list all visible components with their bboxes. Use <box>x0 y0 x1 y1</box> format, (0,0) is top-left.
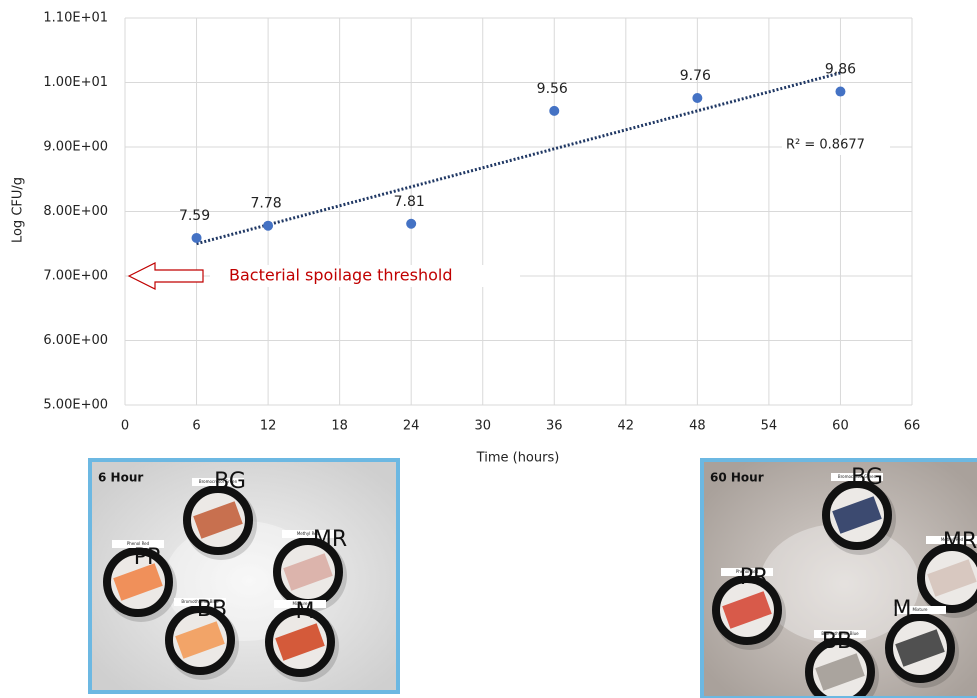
y-tick-label: 1.10E+01 <box>43 11 108 26</box>
x-tick-label: 42 <box>618 419 635 434</box>
x-tick-label: 66 <box>904 419 921 434</box>
x-tick-label: 54 <box>761 419 778 434</box>
photo-title: 6 Hour <box>98 471 143 485</box>
x-tick-label: 24 <box>403 419 420 434</box>
x-tick-label: 30 <box>474 419 491 434</box>
x-tick-label: 36 <box>546 419 563 434</box>
indicator-code: M <box>296 599 315 624</box>
x-tick-label: 18 <box>331 419 348 434</box>
indicator-code: BB <box>822 629 852 654</box>
indicator-code: MR <box>313 527 347 552</box>
threshold-label: Bacterial spoilage threshold <box>229 266 452 285</box>
photo-title: 60 Hour <box>710 471 764 485</box>
data-point <box>263 221 273 231</box>
x-tick-label: 6 <box>192 419 200 434</box>
data-label: 7.78 <box>251 196 282 212</box>
y-tick-label: 5.00E+00 <box>43 398 108 413</box>
y-tick-label: 9.00E+00 <box>43 140 108 155</box>
indicator-code: BG <box>214 469 246 494</box>
data-label: 7.81 <box>394 194 425 210</box>
data-point <box>692 93 702 103</box>
data-label: 9.86 <box>825 62 856 78</box>
data-point <box>835 87 845 97</box>
y-tick-label: 1.00E+01 <box>43 75 108 90</box>
indicator-code: BB <box>197 597 227 622</box>
page: Log CFU/g Time (hours) 5.00E+00 6.00E+00 7… <box>0 0 977 698</box>
indicator-code: MR <box>943 529 977 554</box>
data-point <box>192 233 202 243</box>
indicator-code: M <box>893 597 912 622</box>
y-axis-label: Log CFU/g <box>11 177 26 243</box>
indicator-name: Mixture <box>912 607 928 612</box>
y-tick-label: 8.00E+00 <box>43 204 108 219</box>
indicator-code: BG <box>851 465 883 490</box>
data-point <box>406 219 416 229</box>
x-tick-label: 48 <box>689 419 706 434</box>
r-squared-label: R² = 0.8677 <box>786 138 865 153</box>
data-label: 7.59 <box>179 208 210 224</box>
data-point <box>549 106 559 116</box>
threshold-arrow <box>129 263 203 289</box>
data-label: 9.56 <box>537 81 568 97</box>
y-tick-label: 7.00E+00 <box>43 269 108 284</box>
indicator-code: PR <box>740 565 769 590</box>
indicator-code: PR <box>134 545 163 570</box>
y-tick-label: 6.00E+00 <box>43 333 108 348</box>
x-axis-label: Time (hours) <box>476 451 560 466</box>
x-tick-label: 60 <box>832 419 849 434</box>
trendline <box>197 73 841 244</box>
data-label: 9.76 <box>680 68 711 84</box>
x-tick-label: 12 <box>260 419 277 434</box>
x-tick-label: 0 <box>121 419 129 434</box>
